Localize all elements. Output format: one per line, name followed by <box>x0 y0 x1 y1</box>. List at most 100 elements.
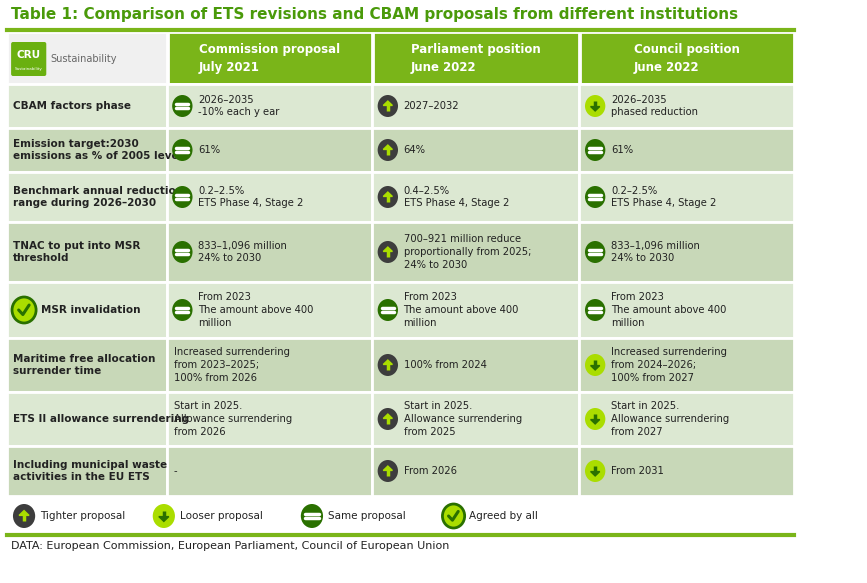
Text: ETS II allowance surrendering: ETS II allowance surrendering <box>13 414 189 424</box>
Circle shape <box>153 504 175 528</box>
Polygon shape <box>383 145 393 149</box>
Text: Start in 2025.
Allowance surrendering
from 2027: Start in 2025. Allowance surrendering fr… <box>611 401 729 437</box>
Circle shape <box>378 460 398 482</box>
FancyBboxPatch shape <box>166 172 372 222</box>
Circle shape <box>13 504 36 528</box>
Text: Increased surrendering
from 2024–2026;
100% from 2027: Increased surrendering from 2024–2026; 1… <box>611 347 727 383</box>
FancyBboxPatch shape <box>372 172 579 222</box>
Circle shape <box>585 299 605 321</box>
Circle shape <box>173 299 192 321</box>
Text: CRU: CRU <box>16 50 41 60</box>
Circle shape <box>378 354 398 376</box>
Text: 0.2–2.5%
ETS Phase 4, Stage 2: 0.2–2.5% ETS Phase 4, Stage 2 <box>611 185 716 208</box>
Text: Maritime free allocation
surrender time: Maritime free allocation surrender time <box>13 354 155 377</box>
FancyBboxPatch shape <box>579 338 794 392</box>
FancyBboxPatch shape <box>580 32 794 84</box>
Text: Agreed by all: Agreed by all <box>469 511 538 521</box>
FancyBboxPatch shape <box>8 84 166 128</box>
FancyBboxPatch shape <box>8 446 166 496</box>
FancyBboxPatch shape <box>372 128 579 172</box>
Circle shape <box>173 186 192 208</box>
Circle shape <box>378 95 398 117</box>
Circle shape <box>585 354 605 376</box>
FancyBboxPatch shape <box>579 128 794 172</box>
Polygon shape <box>383 414 393 419</box>
Circle shape <box>173 139 192 161</box>
FancyBboxPatch shape <box>166 128 372 172</box>
FancyBboxPatch shape <box>373 32 579 84</box>
FancyBboxPatch shape <box>8 172 166 222</box>
FancyBboxPatch shape <box>166 84 372 128</box>
Text: Table 1: Comparison of ETS revisions and CBAM proposals from different instituti: Table 1: Comparison of ETS revisions and… <box>11 8 738 23</box>
Text: 700–921 million reduce
proportionally from 2025;
24% to 2030: 700–921 million reduce proportionally fr… <box>403 234 531 270</box>
FancyBboxPatch shape <box>372 338 579 392</box>
FancyBboxPatch shape <box>166 222 372 282</box>
FancyBboxPatch shape <box>166 338 372 392</box>
FancyBboxPatch shape <box>8 282 166 338</box>
Circle shape <box>378 186 398 208</box>
FancyBboxPatch shape <box>579 446 794 496</box>
FancyBboxPatch shape <box>579 282 794 338</box>
FancyBboxPatch shape <box>166 446 372 496</box>
Text: From 2023
The amount above 400
million: From 2023 The amount above 400 million <box>198 292 314 328</box>
Polygon shape <box>590 420 600 424</box>
Polygon shape <box>590 366 600 370</box>
FancyBboxPatch shape <box>166 392 372 446</box>
Text: 0.2–2.5%
ETS Phase 4, Stage 2: 0.2–2.5% ETS Phase 4, Stage 2 <box>198 185 303 208</box>
Text: Benchmark annual reduction
range during 2026–2030: Benchmark annual reduction range during … <box>13 185 183 208</box>
Circle shape <box>442 504 465 528</box>
Circle shape <box>585 95 605 117</box>
FancyBboxPatch shape <box>579 392 794 446</box>
Text: Start in 2025.
Allowance surrendering
from 2026: Start in 2025. Allowance surrendering fr… <box>174 401 292 437</box>
FancyBboxPatch shape <box>8 392 166 446</box>
FancyBboxPatch shape <box>8 32 166 84</box>
Text: Sustainability: Sustainability <box>50 54 116 64</box>
Text: TNAC to put into MSR
threshold: TNAC to put into MSR threshold <box>13 241 140 264</box>
Polygon shape <box>383 192 393 196</box>
Text: Tighter proposal: Tighter proposal <box>40 511 125 521</box>
Circle shape <box>12 297 36 323</box>
Circle shape <box>378 408 398 430</box>
Text: 2027–2032: 2027–2032 <box>403 101 460 111</box>
Text: 64%: 64% <box>403 145 426 155</box>
Text: Council position
June 2022: Council position June 2022 <box>634 43 740 73</box>
FancyBboxPatch shape <box>8 338 166 392</box>
FancyBboxPatch shape <box>8 128 166 172</box>
Text: DATA: European Commission, European Parliament, Council of European Union: DATA: European Commission, European Parl… <box>11 541 449 551</box>
Text: Increased surrendering
from 2023–2025;
100% from 2026: Increased surrendering from 2023–2025; 1… <box>174 347 290 383</box>
Text: 61%: 61% <box>198 145 220 155</box>
Polygon shape <box>383 466 393 470</box>
Text: Looser proposal: Looser proposal <box>179 511 263 521</box>
Polygon shape <box>383 101 393 106</box>
Polygon shape <box>590 107 600 111</box>
Text: 833–1,096 million
24% to 2030: 833–1,096 million 24% to 2030 <box>611 241 700 264</box>
Text: 2026–2035
phased reduction: 2026–2035 phased reduction <box>611 94 698 117</box>
Circle shape <box>378 139 398 161</box>
Text: 61%: 61% <box>611 145 633 155</box>
Polygon shape <box>159 517 169 521</box>
FancyBboxPatch shape <box>372 84 579 128</box>
FancyBboxPatch shape <box>372 222 579 282</box>
Text: From 2023
The amount above 400
million: From 2023 The amount above 400 million <box>611 292 727 328</box>
Polygon shape <box>590 472 600 476</box>
FancyBboxPatch shape <box>579 84 794 128</box>
Text: From 2031: From 2031 <box>611 466 664 476</box>
Circle shape <box>585 460 605 482</box>
Text: 833–1,096 million
24% to 2030: 833–1,096 million 24% to 2030 <box>198 241 287 264</box>
Polygon shape <box>383 360 393 364</box>
FancyBboxPatch shape <box>579 222 794 282</box>
Text: 0.4–2.5%
ETS Phase 4, Stage 2: 0.4–2.5% ETS Phase 4, Stage 2 <box>403 185 509 208</box>
FancyBboxPatch shape <box>11 42 46 76</box>
Text: 100% from 2024: 100% from 2024 <box>403 360 486 370</box>
Circle shape <box>585 241 605 263</box>
FancyBboxPatch shape <box>166 282 372 338</box>
Text: Sustainability: Sustainability <box>15 67 42 71</box>
Text: Emission target:2030
emissions as % of 2005 level: Emission target:2030 emissions as % of 2… <box>13 139 182 161</box>
Text: From 2023
The amount above 400
million: From 2023 The amount above 400 million <box>403 292 519 328</box>
Circle shape <box>378 241 398 263</box>
Circle shape <box>173 241 192 263</box>
Circle shape <box>378 299 398 321</box>
Circle shape <box>585 139 605 161</box>
FancyBboxPatch shape <box>372 282 579 338</box>
Polygon shape <box>19 511 29 515</box>
